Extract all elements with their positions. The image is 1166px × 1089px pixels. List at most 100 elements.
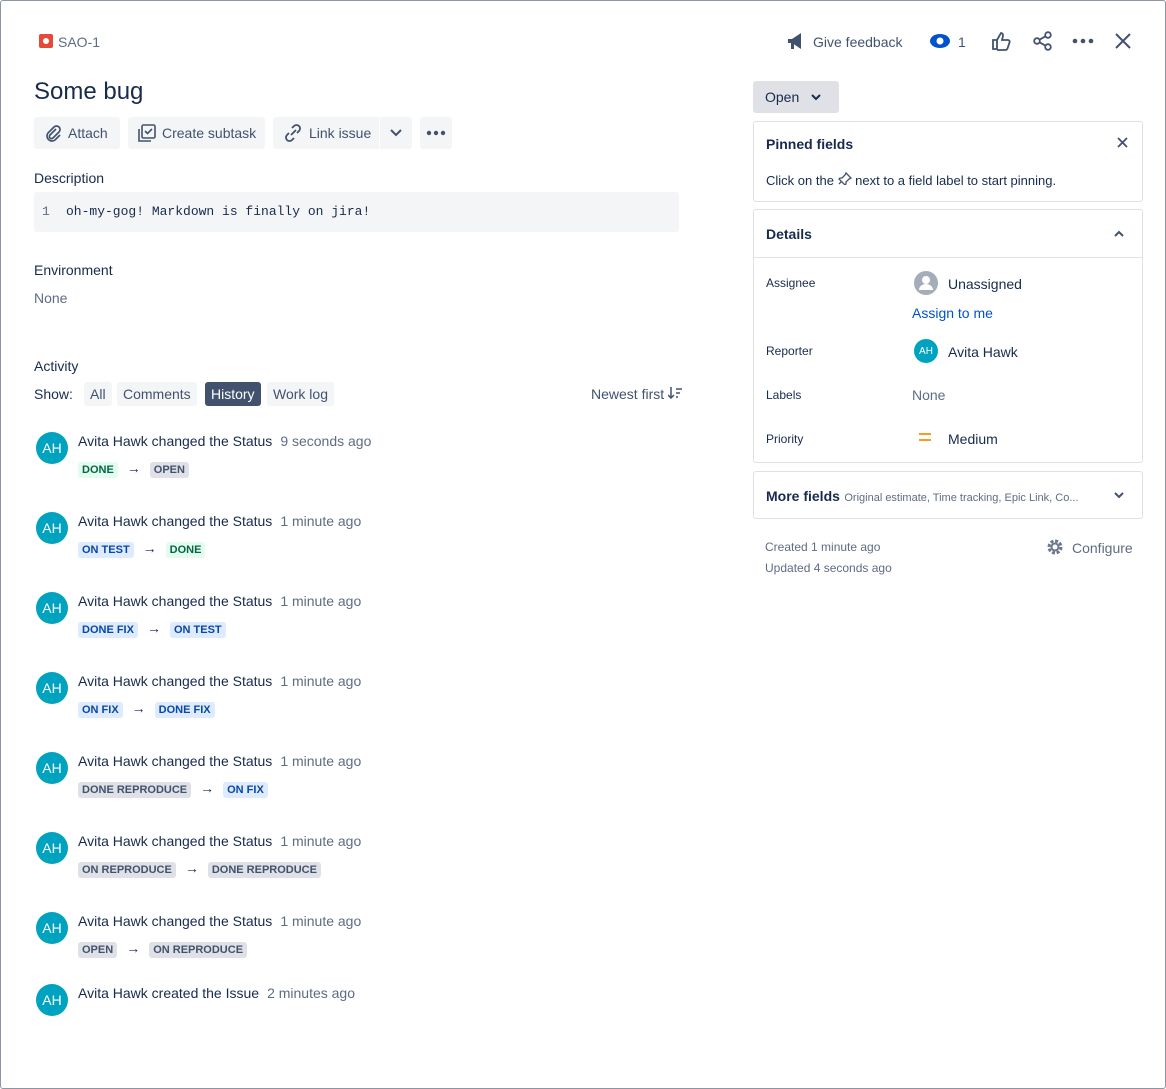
arrow: → — [126, 940, 141, 956]
reporter-value[interactable]: Avita Hawk — [948, 344, 1018, 360]
status-button[interactable]: Open — [753, 81, 839, 113]
close-icon[interactable] — [1114, 32, 1132, 50]
line-number: 1 — [42, 204, 50, 219]
activity-summary: Avita Hawk changed the Status — [78, 753, 273, 769]
chevron-icon — [390, 129, 402, 137]
status-lozenge: OPEN — [149, 462, 189, 478]
watch-icon[interactable] — [929, 32, 951, 50]
activity-summary: Avita Hawk changed the Status — [78, 833, 273, 849]
status-lozenge: DONE FIX — [154, 702, 215, 718]
toolbar-more[interactable] — [420, 117, 452, 149]
status-label: Open — [765, 89, 800, 105]
more-fields-header: More fields Original estimate, Time trac… — [766, 488, 1079, 506]
activity-summary: Avita Hawk changed the Status — [78, 673, 273, 689]
subtask-icon — [138, 124, 156, 142]
activity-text: Avita Hawk changed the Status 1 minute ag… — [78, 753, 361, 769]
give-feedback[interactable]: Give feedback — [813, 34, 903, 50]
avatar: AH — [36, 984, 68, 1016]
activity-label: Activity — [34, 358, 79, 374]
link-icon — [285, 124, 301, 142]
bug-icon — [39, 34, 53, 48]
show-label: Show: — [34, 386, 73, 402]
pinned-title: Pinned fields — [766, 136, 854, 152]
status-lozenge: ON REPRODUCE — [149, 942, 248, 958]
activity-tab[interactable]: History — [205, 382, 261, 406]
activity-text: Avita Hawk changed the Status 1 minute ag… — [78, 913, 361, 929]
megaphone-icon — [788, 33, 801, 49]
attach-icon — [46, 125, 61, 142]
create-subtask-button[interactable]: Create subtask — [128, 117, 265, 149]
link-issue-button[interactable]: Link issue — [273, 117, 379, 149]
activity-text: Avita Hawk changed the Status 1 minute ag… — [78, 513, 361, 529]
activity-text: Avita Hawk changed the Status 1 minute ag… — [78, 673, 361, 689]
status-lozenge: DONE REPRODUCE — [78, 782, 192, 798]
description-code[interactable] — [34, 192, 679, 232]
gear-icon[interactable] — [1046, 538, 1064, 556]
priority-label: Priority — [766, 432, 804, 446]
status-lozenge: DONE — [165, 542, 206, 558]
description-label: Description — [34, 170, 105, 186]
pin-icon — [837, 171, 852, 186]
more-icon — [426, 130, 446, 136]
activity-time: 1 minute ago — [280, 593, 362, 609]
assignee-label: Assignee — [766, 276, 816, 290]
status-lozenge: DONE — [78, 462, 118, 478]
sort-toggle[interactable]: Newest first — [591, 386, 683, 402]
pinned-panel — [753, 121, 1143, 202]
status-lozenge: DONE FIX — [78, 622, 138, 638]
reporter-label: Reporter — [766, 344, 813, 358]
activity-summary: Avita Hawk changed the Status — [78, 913, 273, 929]
activity-tab[interactable]: Comments — [117, 382, 197, 406]
watcher-count: 1 — [958, 34, 966, 50]
arrow: → — [184, 860, 199, 876]
attach-button[interactable]: Attach — [34, 117, 120, 149]
status-lozenge: ON REPRODUCE — [78, 862, 176, 878]
activity-time: 1 minute ago — [280, 833, 362, 849]
pinned-hint-end: next to a field label to start pinning. — [855, 173, 1057, 188]
collapse-icon[interactable] — [1114, 230, 1124, 237]
arrow: → — [131, 700, 146, 716]
activity-tab[interactable]: All — [84, 382, 112, 406]
activity-time: 2 minutes ago — [267, 985, 356, 1001]
issue-title[interactable]: Some bug — [34, 78, 144, 105]
priority-value[interactable]: Medium — [948, 431, 998, 447]
arrow: → — [146, 620, 161, 636]
details-title[interactable]: Details — [766, 226, 812, 242]
updated-date: Updated 4 seconds ago — [765, 561, 892, 575]
like-icon[interactable] — [991, 31, 1011, 51]
activity-time: 1 minute ago — [280, 673, 362, 689]
unassigned-avatar — [914, 271, 938, 295]
attach-label: Attach — [68, 125, 108, 141]
arrow: → — [200, 780, 215, 796]
avatar: AH — [36, 512, 68, 544]
avatar: AH — [36, 752, 68, 784]
labels-value[interactable]: None — [912, 387, 946, 403]
created-date: Created 1 minute ago — [765, 540, 881, 554]
link-issue-label: Link issue — [309, 125, 372, 141]
more-icon[interactable] — [1072, 38, 1094, 44]
avatar: AH — [36, 912, 68, 944]
status-change: DONE REPRODUCE → ON FIX — [78, 780, 268, 798]
status-lozenge: DONE REPRODUCE — [207, 862, 321, 878]
assignee-value[interactable]: Unassigned — [948, 276, 1022, 292]
configure[interactable]: Configure — [1072, 540, 1133, 556]
more-fields-panel[interactable] — [753, 471, 1143, 519]
close-pinned[interactable] — [1117, 137, 1128, 148]
status-change: DONE → OPEN — [78, 460, 189, 478]
share-icon[interactable] — [1033, 31, 1053, 51]
activity-summary: Avita Hawk created the Issue — [78, 985, 260, 1001]
status-change: ON FIX → DONE FIX — [78, 700, 215, 718]
expand-icon[interactable] — [1114, 492, 1124, 499]
reporter-avatar: AH — [914, 339, 938, 363]
details-divider — [754, 257, 1142, 258]
activity-summary: Avita Hawk changed the Status — [78, 513, 273, 529]
sort-icon — [667, 387, 683, 400]
issue-key[interactable]: SAO-1 — [58, 34, 101, 50]
status-change: DONE FIX → ON TEST — [78, 620, 226, 638]
status-lozenge: OPEN — [78, 942, 118, 958]
environment-value[interactable]: None — [34, 290, 68, 306]
link-dropdown[interactable] — [380, 117, 412, 149]
assign-to-me[interactable]: Assign to me — [912, 305, 993, 321]
activity-tab[interactable]: Work log — [267, 382, 334, 406]
